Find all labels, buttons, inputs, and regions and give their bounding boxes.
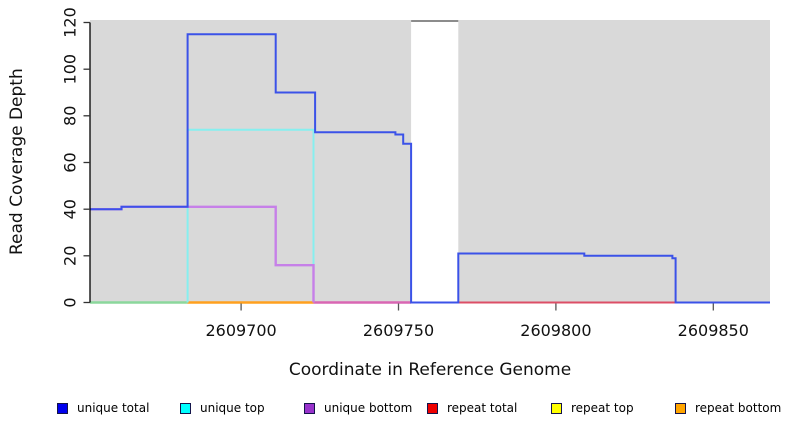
legend-label: repeat bottom xyxy=(695,401,782,415)
legend-label: repeat top xyxy=(571,401,634,415)
y-tick-label: 120 xyxy=(61,7,80,38)
legend-item-unique-total: unique total xyxy=(57,400,149,416)
x-axis-title: Coordinate in Reference Genome xyxy=(288,360,572,380)
y-tick-label: 60 xyxy=(61,152,80,172)
y-tick-label: 20 xyxy=(61,246,80,266)
legend-item-unique-bottom: unique bottom xyxy=(304,400,412,416)
series-line-unique-total xyxy=(90,33,770,304)
legend-swatch-icon xyxy=(57,402,68,414)
y-tick-label: 100 xyxy=(61,54,80,85)
y-axis-title: Read Coverage Depth xyxy=(7,68,27,255)
legend-item-repeat-bottom: repeat bottom xyxy=(675,400,781,416)
legend-label: unique total xyxy=(77,401,150,415)
legend-item-unique-top: unique top xyxy=(180,400,265,416)
plot-background-region xyxy=(90,20,412,303)
legend-swatch-icon xyxy=(180,402,191,414)
legend-swatch-icon xyxy=(675,402,686,414)
x-tick-label: 2609850 xyxy=(678,321,749,340)
legend: unique total unique top unique bottom repea… xyxy=(0,400,792,420)
legend-label: unique bottom xyxy=(324,401,413,415)
x-tick-label: 2609700 xyxy=(205,321,276,340)
y-tick-label: 40 xyxy=(61,199,80,219)
legend-item-repeat-total: repeat total xyxy=(427,400,517,416)
legend-label: repeat total xyxy=(447,401,518,415)
legend-swatch-icon xyxy=(427,402,438,414)
y-tick-label: 80 xyxy=(61,106,80,126)
plot-background-region xyxy=(458,20,770,303)
legend-swatch-icon xyxy=(551,402,562,414)
series-line-unique-top xyxy=(186,128,315,303)
y-tick-label: 0 xyxy=(61,297,80,307)
x-tick-label: 2609800 xyxy=(520,321,591,340)
legend-item-repeat-top: repeat top xyxy=(551,400,634,416)
x-tick-label: 2609750 xyxy=(363,321,434,340)
legend-label: unique top xyxy=(200,401,265,415)
legend-swatch-icon xyxy=(304,402,315,414)
